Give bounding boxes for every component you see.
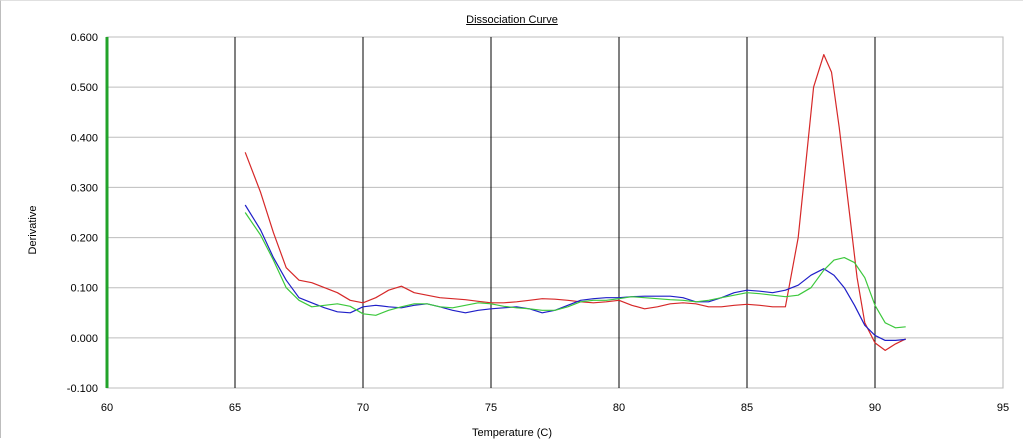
y-tick-label: 0.000 bbox=[70, 333, 98, 345]
y-tick-label: 0.300 bbox=[70, 182, 98, 194]
y-tick-label: 0.400 bbox=[70, 132, 98, 144]
tick-labels: -0.100 0.000 0.100 0.200 0.300 0.400 0.500 0.60… bbox=[67, 32, 1009, 414]
x-tick-label: 90 bbox=[869, 402, 881, 414]
x-tick-label: 65 bbox=[229, 402, 241, 414]
chart-title: Dissociation Curve bbox=[466, 14, 558, 26]
x-tick-label: 80 bbox=[613, 402, 625, 414]
series-line-2 bbox=[244, 204, 906, 341]
y-tick-label: 0.500 bbox=[70, 82, 98, 94]
series-group bbox=[244, 53, 906, 351]
y-tick-label: 0.600 bbox=[70, 32, 98, 44]
y-tick-label: 0.100 bbox=[70, 283, 98, 295]
x-tick-label: 95 bbox=[997, 402, 1009, 414]
x-tick-label: 70 bbox=[357, 402, 369, 414]
x-axis-label: Temperature (C) bbox=[471, 427, 553, 439]
series-line-3 bbox=[244, 212, 906, 329]
plot-area bbox=[106, 36, 1004, 389]
y-tick-label: -0.100 bbox=[67, 383, 98, 395]
x-tick-label: 85 bbox=[741, 402, 753, 414]
y-tick-label: 0.200 bbox=[70, 233, 98, 245]
grid bbox=[107, 36, 1003, 389]
x-tick-label: 60 bbox=[101, 402, 113, 414]
series-line-1 bbox=[244, 53, 906, 351]
x-tick-label: 75 bbox=[485, 402, 497, 414]
